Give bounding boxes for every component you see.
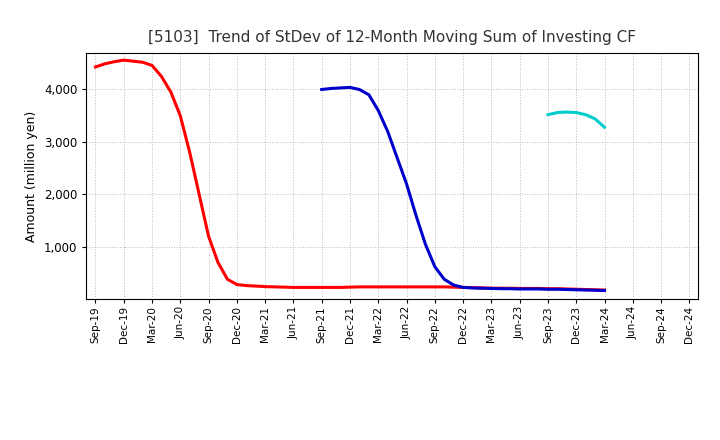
Title: [5103]  Trend of StDev of 12-Month Moving Sum of Investing CF: [5103] Trend of StDev of 12-Month Moving… (148, 29, 636, 45)
Y-axis label: Amount (million yen): Amount (million yen) (25, 110, 38, 242)
